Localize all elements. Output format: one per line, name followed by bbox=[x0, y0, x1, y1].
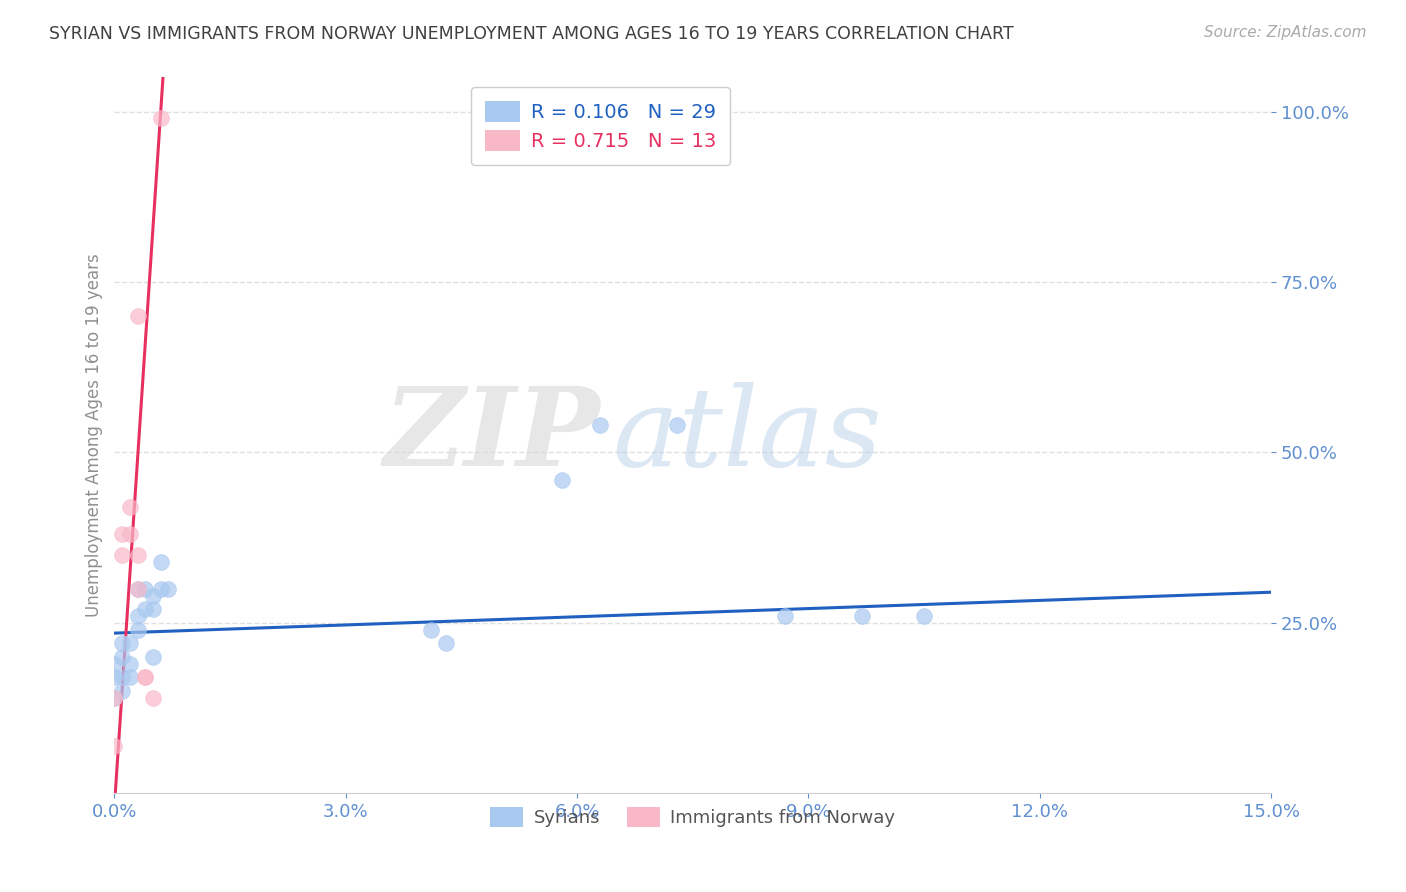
Point bbox=[111, 636, 134, 650]
Point bbox=[127, 623, 149, 637]
Point bbox=[149, 555, 172, 569]
Point bbox=[127, 609, 149, 624]
Text: SYRIAN VS IMMIGRANTS FROM NORWAY UNEMPLOYMENT AMONG AGES 16 TO 19 YEARS CORRELAT: SYRIAN VS IMMIGRANTS FROM NORWAY UNEMPLO… bbox=[49, 25, 1014, 43]
Point bbox=[142, 589, 165, 603]
Text: ZIP: ZIP bbox=[384, 382, 600, 489]
Point bbox=[666, 418, 689, 433]
Point bbox=[589, 418, 612, 433]
Point bbox=[111, 527, 134, 541]
Text: atlas: atlas bbox=[612, 382, 882, 489]
Point bbox=[127, 582, 149, 596]
Point bbox=[149, 582, 172, 596]
Point bbox=[118, 657, 141, 671]
Point bbox=[142, 690, 165, 705]
Text: Source: ZipAtlas.com: Source: ZipAtlas.com bbox=[1204, 25, 1367, 40]
Point bbox=[111, 670, 134, 684]
Point bbox=[127, 309, 149, 323]
Point bbox=[157, 582, 180, 596]
Point bbox=[419, 623, 441, 637]
Point bbox=[118, 636, 141, 650]
Point bbox=[134, 670, 156, 684]
Legend: Syrians, Immigrants from Norway: Syrians, Immigrants from Norway bbox=[482, 800, 903, 834]
Point bbox=[103, 739, 125, 753]
Point bbox=[118, 500, 141, 514]
Point bbox=[775, 609, 797, 624]
Point bbox=[851, 609, 873, 624]
Point bbox=[111, 650, 134, 665]
Point bbox=[103, 690, 125, 705]
Point bbox=[111, 684, 134, 698]
Point bbox=[111, 548, 134, 562]
Point bbox=[103, 670, 125, 684]
Point bbox=[118, 527, 141, 541]
Point bbox=[118, 670, 141, 684]
Point bbox=[127, 582, 149, 596]
Point bbox=[142, 650, 165, 665]
Point bbox=[550, 473, 572, 487]
Point bbox=[134, 670, 156, 684]
Y-axis label: Unemployment Among Ages 16 to 19 years: Unemployment Among Ages 16 to 19 years bbox=[86, 253, 103, 617]
Point bbox=[434, 636, 457, 650]
Point bbox=[103, 657, 125, 671]
Point bbox=[134, 582, 156, 596]
Point bbox=[912, 609, 935, 624]
Point bbox=[134, 602, 156, 616]
Point bbox=[127, 548, 149, 562]
Point bbox=[103, 690, 125, 705]
Point bbox=[149, 112, 172, 126]
Point bbox=[142, 602, 165, 616]
